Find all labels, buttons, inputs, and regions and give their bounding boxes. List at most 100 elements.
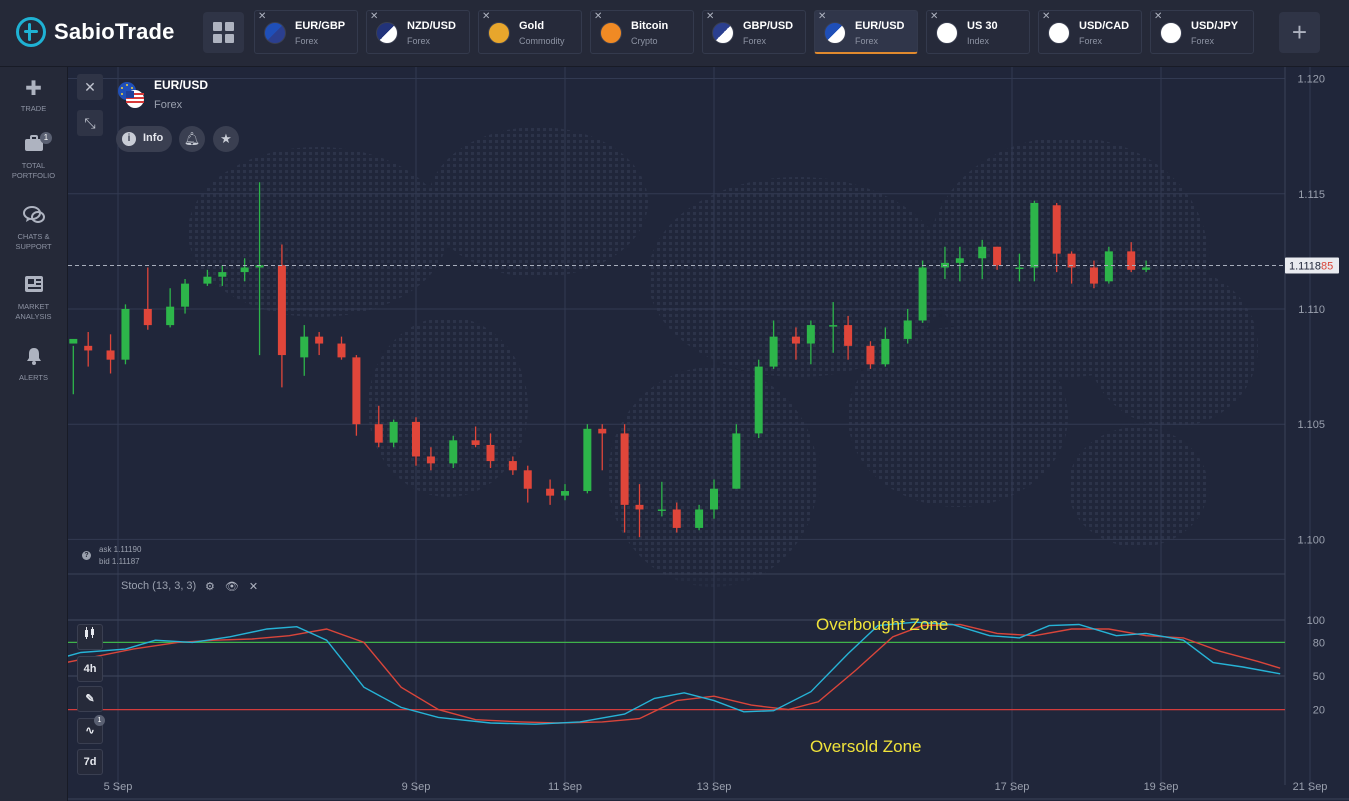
asset-category: Forex — [154, 99, 183, 111]
price-chart[interactable]: 1.120 1.115 1.110 1.105 1.100 1.111885 100 80 50… — [68, 67, 1349, 801]
timeframe-button[interactable]: 4h — [77, 656, 103, 682]
price-tick-label: 1.110 — [1298, 304, 1325, 316]
add-tab-button[interactable]: + — [1279, 12, 1320, 53]
time-tick-label: 13 Sep — [697, 781, 732, 793]
close-tab-icon[interactable]: ✕ — [930, 11, 939, 22]
tab-gold[interactable]: ✕ Gold Commodity — [478, 10, 582, 54]
grid-icon — [213, 22, 222, 31]
close-chart-button[interactable]: ✕ — [77, 74, 103, 100]
drawing-tool-button[interactable]: ✎ — [77, 686, 103, 712]
close-tab-icon[interactable]: ✕ — [370, 11, 379, 22]
map-landmass — [648, 177, 948, 377]
map-landmass — [1088, 267, 1258, 427]
close-tab-icon[interactable]: ✕ — [1042, 11, 1051, 22]
candle-body — [449, 440, 458, 464]
candle-body — [903, 320, 912, 339]
tab-name: EUR/GBP — [295, 20, 346, 32]
candle-body — [561, 491, 569, 496]
tab-bitcoin[interactable]: ✕ Bitcoin Crypto — [590, 10, 694, 54]
close-tab-icon[interactable]: ✕ — [1154, 11, 1163, 22]
tab-nzd-usd[interactable]: ✕ NZD/USD Forex — [366, 10, 470, 54]
sidebar-item-market-analysis[interactable]: MARKET ANALYSIS — [0, 275, 67, 322]
ask-price: ask 1.11190 — [99, 545, 142, 554]
tab-name: US 30 — [967, 20, 998, 32]
stochastic-level-label: 100 — [1307, 615, 1325, 627]
close-tab-icon[interactable]: ✕ — [258, 11, 267, 22]
candle-body — [166, 306, 175, 326]
candle-body — [1030, 202, 1039, 268]
tab-category: Forex — [295, 36, 319, 46]
tab-name: Gold — [519, 20, 545, 32]
sidebar-item-trade[interactable]: ✚ TRADE — [0, 77, 67, 114]
close-tab-icon[interactable]: ✕ — [706, 11, 715, 22]
price-tick-label: 1.115 — [1298, 189, 1325, 201]
candle-body — [710, 488, 718, 510]
tab-category: Forex — [1191, 36, 1215, 46]
map-landmass — [1068, 427, 1208, 547]
tab-usd-jpy[interactable]: ✕ USD/JPY Forex — [1150, 10, 1254, 54]
ask-bid-readout: ask 1.11190 bid 1.11187 — [99, 544, 141, 568]
eu-us-flag-icon — [118, 82, 144, 108]
wave-icon: ∿ — [85, 725, 95, 737]
tab-eur-usd[interactable]: ✕ EUR/USD Forex — [814, 10, 918, 54]
tab-category: Forex — [855, 36, 879, 46]
candle-body — [426, 456, 435, 464]
logo[interactable]: SabioTrade — [16, 17, 175, 47]
sidebar-item-chats[interactable]: CHATS & SUPPORT — [0, 205, 67, 252]
tab-name: GBP/USD — [743, 20, 794, 32]
candle-body — [754, 366, 763, 434]
chat-icon — [0, 205, 67, 229]
map-landmass — [848, 327, 1068, 507]
sidebar-item-portfolio[interactable]: 1 TOTAL PORTFOLIO — [0, 132, 67, 181]
tab-name: USD/CAD — [1079, 20, 1130, 32]
candle-body — [620, 433, 629, 505]
tab-gbp-usd[interactable]: ✕ GBP/USD Forex — [702, 10, 806, 54]
stochastic-level-label: 20 — [1313, 705, 1325, 717]
close-tab-icon[interactable]: ✕ — [594, 11, 603, 22]
candle-body — [471, 440, 480, 445]
asset-grid-button[interactable] — [203, 12, 244, 53]
range-button[interactable]: 7d — [77, 749, 103, 775]
close-icon[interactable]: ✕ — [248, 581, 259, 593]
candles-icon — [85, 627, 94, 639]
candle-body — [993, 246, 1002, 266]
candle-body — [583, 428, 592, 492]
candle-body — [412, 421, 420, 457]
info-icon: i — [122, 132, 136, 146]
help-icon[interactable]: ? — [82, 551, 91, 560]
time-tick-label: 21 Sep — [1293, 781, 1328, 793]
tab-usd-cad[interactable]: ✕ USD/CAD Forex — [1038, 10, 1142, 54]
candle-body — [523, 470, 532, 489]
candle-body — [389, 421, 398, 443]
close-tab-icon[interactable]: ✕ — [818, 11, 827, 22]
candle-body — [1015, 267, 1024, 269]
time-tick-label: 17 Sep — [995, 781, 1030, 793]
eye-icon[interactable]: 👁︎ — [224, 581, 239, 593]
gear-icon[interactable]: ⚙ — [205, 581, 215, 593]
map-landmass — [368, 317, 528, 497]
tab-eur-gbp[interactable]: ✕ EUR/GBP Forex — [254, 10, 358, 54]
favorite-button[interactable]: ★ — [213, 126, 239, 152]
candle-body — [1052, 205, 1061, 254]
candle-body — [657, 509, 666, 511]
tab-category: Commodity — [519, 36, 565, 46]
eu-gb-flag-icon — [264, 22, 286, 44]
collapse-chart-button[interactable]: ⤡ — [77, 110, 103, 136]
info-button[interactable]: i Info — [116, 126, 172, 152]
close-tab-icon[interactable]: ✕ — [482, 11, 491, 22]
time-tick-label: 9 Sep — [402, 781, 431, 793]
alert-button[interactable]: 🔔︎ — [179, 126, 205, 152]
tab-us-30[interactable]: ✕ US 30 Index — [926, 10, 1030, 54]
chart-type-button[interactable] — [77, 624, 103, 650]
stochastic-d-line — [68, 623, 1281, 724]
candle-body — [695, 509, 704, 528]
tab-name: NZD/USD — [407, 20, 456, 32]
sidebar-item-alerts[interactable]: ALERTS — [0, 346, 67, 383]
candle-body — [337, 343, 346, 358]
candle-body — [106, 350, 115, 360]
candle-body — [918, 267, 927, 321]
tab-name: EUR/USD — [855, 20, 905, 32]
tab-name: Bitcoin — [631, 20, 669, 32]
price-tick-label: 1.105 — [1297, 419, 1325, 431]
tab-category: Forex — [407, 36, 431, 46]
